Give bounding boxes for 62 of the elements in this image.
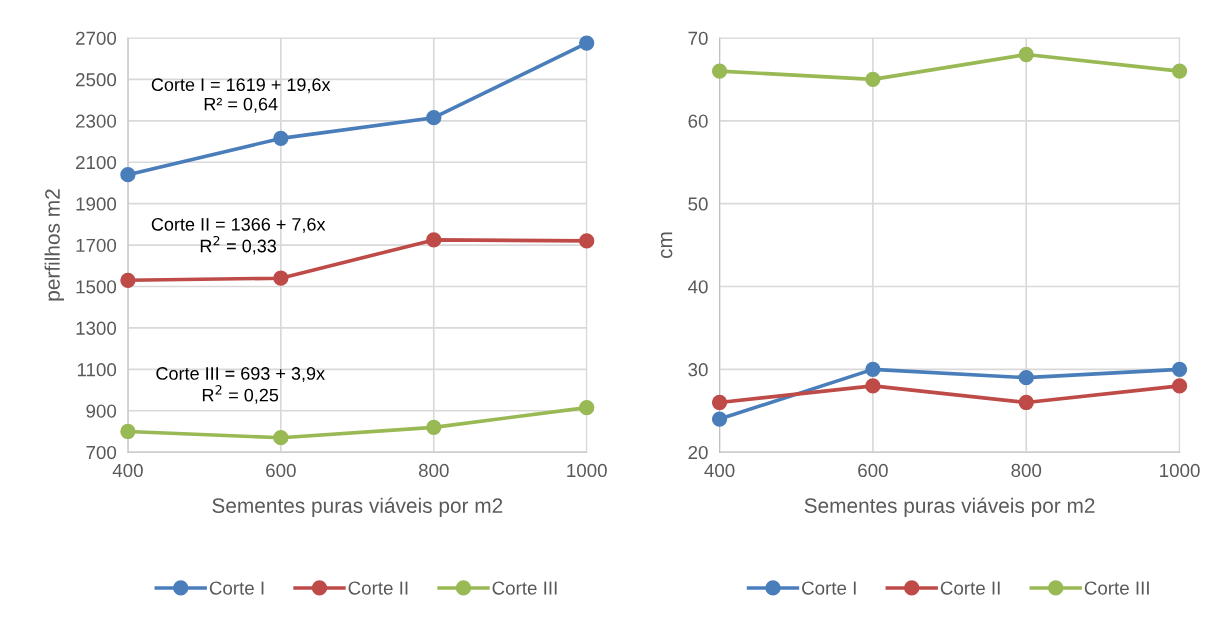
point — [1171, 378, 1188, 394]
y-tick-label: 20 — [688, 445, 708, 460]
legend-label: Corte I — [802, 581, 856, 595]
point — [711, 63, 728, 79]
x-axis-title: Sementes puras viáveis por m2 — [804, 497, 1095, 518]
y-tick-label: 1500 — [76, 280, 117, 294]
point — [273, 130, 289, 147]
point — [426, 419, 442, 435]
legend-label: Corte III — [1084, 581, 1149, 595]
point — [120, 167, 136, 183]
point — [579, 233, 595, 249]
y-tick-label: 1900 — [76, 197, 117, 211]
x-tick-label: 400 — [112, 463, 143, 478]
x-tick-label: 800 — [1011, 463, 1042, 478]
point — [865, 71, 881, 88]
x-tick-label: 600 — [858, 463, 888, 478]
x-tick-label: 1000 — [567, 463, 607, 478]
point — [711, 394, 728, 411]
legend-label: Corte II — [348, 581, 408, 595]
annotation: Corte I = 1619 + 19,6x R² = 0,64 — [151, 78, 331, 113]
x-tick-label: 400 — [704, 463, 735, 478]
point — [711, 411, 728, 427]
point — [120, 272, 136, 288]
y-tick-label: 900 — [86, 404, 117, 418]
point — [579, 35, 595, 51]
y-axis-title: cm — [660, 232, 673, 259]
y-tick-label: 2100 — [76, 155, 117, 170]
x-tick-label: 800 — [418, 463, 449, 478]
point — [426, 232, 442, 248]
y-tick-label: 1300 — [76, 321, 117, 335]
y-tick-label: 30 — [688, 363, 708, 377]
x-tick-label: 1000 — [1160, 463, 1200, 478]
y-tick-label: 70 — [688, 31, 708, 45]
point — [426, 110, 442, 126]
annotation: Corte III = 693 + 3,9x R$^{2}$ = 0,25 — [156, 367, 325, 404]
y-tick-label: 2300 — [76, 114, 117, 128]
y-tick-label: 2700 — [76, 31, 117, 45]
y-tick-label: 1700 — [76, 238, 117, 253]
y-tick-label: 700 — [86, 445, 117, 460]
x-tick-label: 600 — [266, 463, 296, 478]
y-tick-label: 2500 — [76, 73, 117, 87]
y-tick-label: 60 — [688, 114, 708, 128]
y-tick-label: 50 — [688, 197, 708, 211]
point — [865, 378, 881, 394]
point — [1171, 361, 1188, 377]
legend-label: Corte II — [940, 581, 1000, 595]
point — [273, 270, 289, 286]
point — [579, 400, 595, 416]
point — [865, 361, 881, 377]
point — [1018, 369, 1034, 386]
legend-label: Corte I — [209, 581, 264, 595]
y-axis-title: perfilhos m2 — [44, 189, 64, 301]
legend-label: Corte III — [492, 581, 557, 595]
point — [120, 423, 136, 440]
y-tick-label: 40 — [688, 280, 708, 294]
x-axis-title: Sementes puras viáveis por m2 — [212, 497, 503, 518]
y-tick-label: 1100 — [77, 363, 117, 377]
point — [1018, 46, 1034, 63]
point — [273, 430, 289, 446]
point — [1171, 63, 1188, 79]
point — [1018, 394, 1034, 411]
annotation: Corte II = 1366 + 7,6x R$^{2}$ = 0,33 — [151, 217, 326, 255]
